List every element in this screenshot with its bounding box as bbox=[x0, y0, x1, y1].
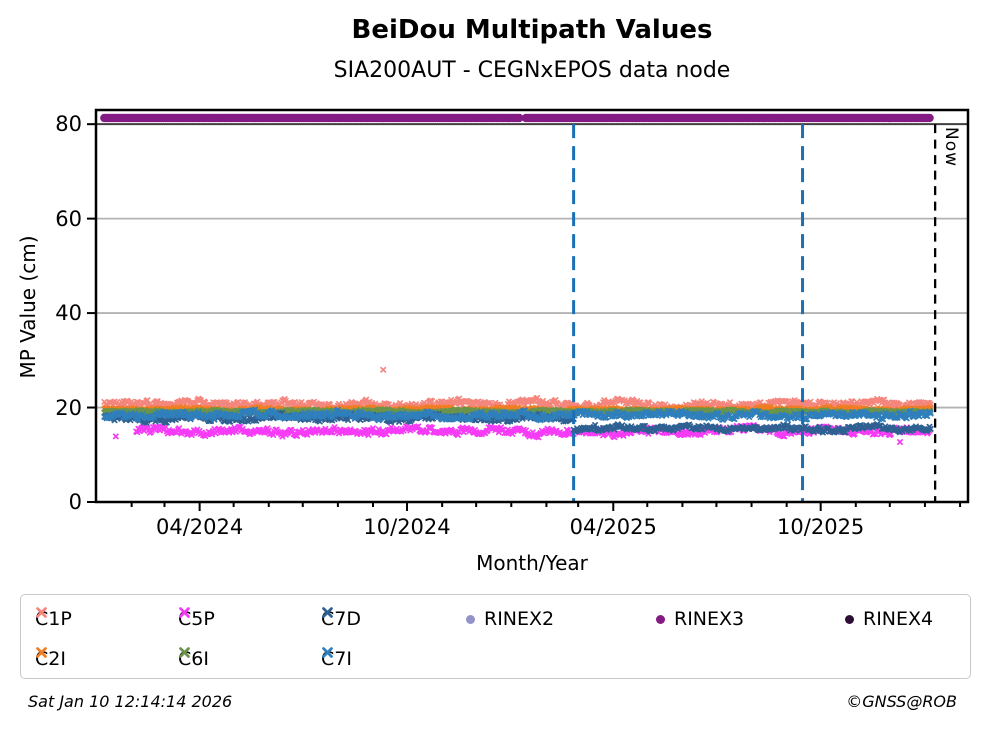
series-c7i bbox=[101, 406, 934, 424]
x-marker-icon bbox=[36, 607, 47, 618]
timestamp: Sat Jan 10 12:14:14 2026 bbox=[28, 692, 233, 711]
legend-item-rinex4: RINEX4 bbox=[845, 606, 933, 632]
circle-marker-icon bbox=[466, 614, 475, 624]
x-tick-label: 10/2025 bbox=[777, 515, 865, 539]
legend-item-rinex2: RINEX2 bbox=[466, 606, 554, 632]
circle-marker-icon bbox=[845, 614, 854, 624]
y-tick-label: 40 bbox=[55, 301, 82, 326]
x-marker-icon bbox=[36, 647, 47, 658]
chart-title: BeiDou Multipath Values bbox=[351, 15, 713, 45]
x-tick-label: 10/2024 bbox=[363, 515, 451, 539]
x-axis-label: Month/Year bbox=[476, 551, 588, 575]
x-marker-icon bbox=[179, 647, 190, 658]
legend-label: RINEX3 bbox=[674, 608, 745, 630]
legend-item-c7d: C7D bbox=[321, 606, 361, 632]
y-tick-label: 0 bbox=[68, 490, 82, 514]
circle-marker-icon bbox=[656, 614, 665, 624]
now-label: Now bbox=[941, 127, 961, 168]
x-marker-icon bbox=[322, 647, 333, 658]
plot-border bbox=[94, 108, 970, 504]
x-tick-label: 04/2024 bbox=[156, 515, 244, 539]
x-marker-icon bbox=[322, 607, 333, 618]
legend-item-c6i: C6I bbox=[178, 646, 209, 672]
y-tick-label: 60 bbox=[55, 206, 82, 231]
legend-item-c7i: C7I bbox=[321, 646, 352, 672]
x-marker-icon bbox=[179, 607, 190, 618]
series-c1p bbox=[101, 366, 934, 413]
legend-item-c2i: C2I bbox=[35, 646, 66, 672]
legend: C1P C2I C5P C6I C7D C7I RINEX2 RINEX3 RINEX4 bbox=[20, 594, 971, 679]
y-tick-label: 20 bbox=[55, 395, 82, 420]
legend-label: C7D bbox=[321, 608, 361, 630]
legend-label: RINEX4 bbox=[863, 608, 934, 630]
legend-item-c1p: C1P bbox=[35, 606, 72, 632]
legend-label: RINEX2 bbox=[484, 608, 555, 630]
legend-item-c5p: C5P bbox=[178, 606, 215, 632]
x-tick-label: 04/2025 bbox=[569, 515, 657, 539]
y-tick-label: 80 bbox=[55, 112, 82, 137]
chart-subtitle: SIA200AUT - CEGNxEPOS data node bbox=[333, 58, 731, 83]
copyright: ©GNSS@ROB bbox=[846, 692, 957, 711]
legend-item-rinex3: RINEX3 bbox=[656, 606, 744, 632]
